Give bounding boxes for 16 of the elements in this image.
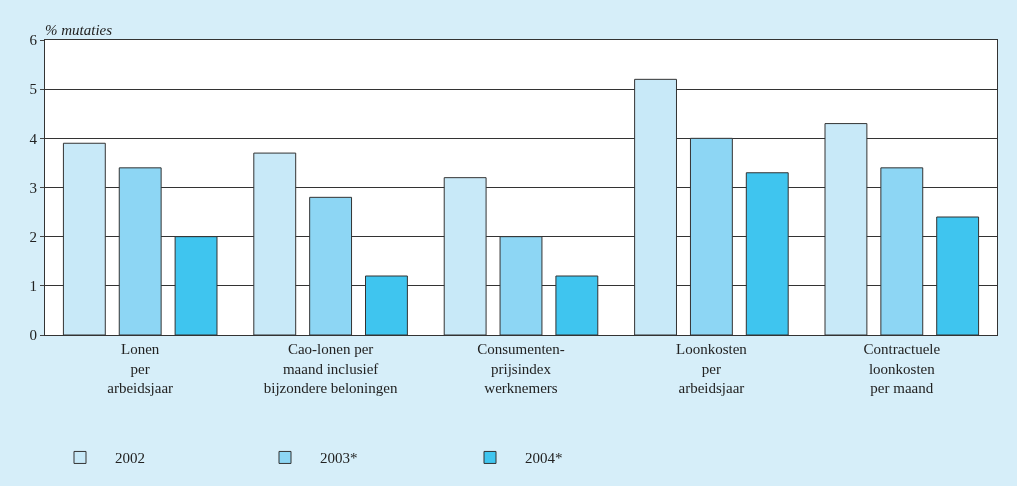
- x-tick-label: Loonkosten per arbeidsjaar: [675, 341, 748, 396]
- x-tick-label: Cao-lonen per maand inclusief bijzondere beloningen: [263, 341, 398, 396]
- y-axis-title: % mutaties: [45, 22, 113, 38]
- legend-label: 2002: [115, 450, 145, 467]
- legend-label: 2004*: [525, 450, 563, 467]
- y-tick-label: 5: [29, 81, 37, 98]
- x-tick-label: Contractuele loonkosten per maand: [863, 341, 941, 396]
- x-tick-label: Consumenten- prijsindex werknemers: [477, 341, 565, 396]
- x-tick-label: Lonen per arbeidsjaar: [107, 341, 174, 396]
- legend-label: 2003*: [320, 450, 358, 467]
- y-tick-label: 2: [29, 228, 37, 245]
- y-tick-label: 3: [29, 179, 37, 196]
- y-tick-label: 6: [29, 32, 38, 49]
- y-tick-label: 4: [29, 130, 38, 147]
- y-tick-label: 0: [29, 327, 37, 344]
- y-tick-label: 1: [29, 278, 37, 295]
